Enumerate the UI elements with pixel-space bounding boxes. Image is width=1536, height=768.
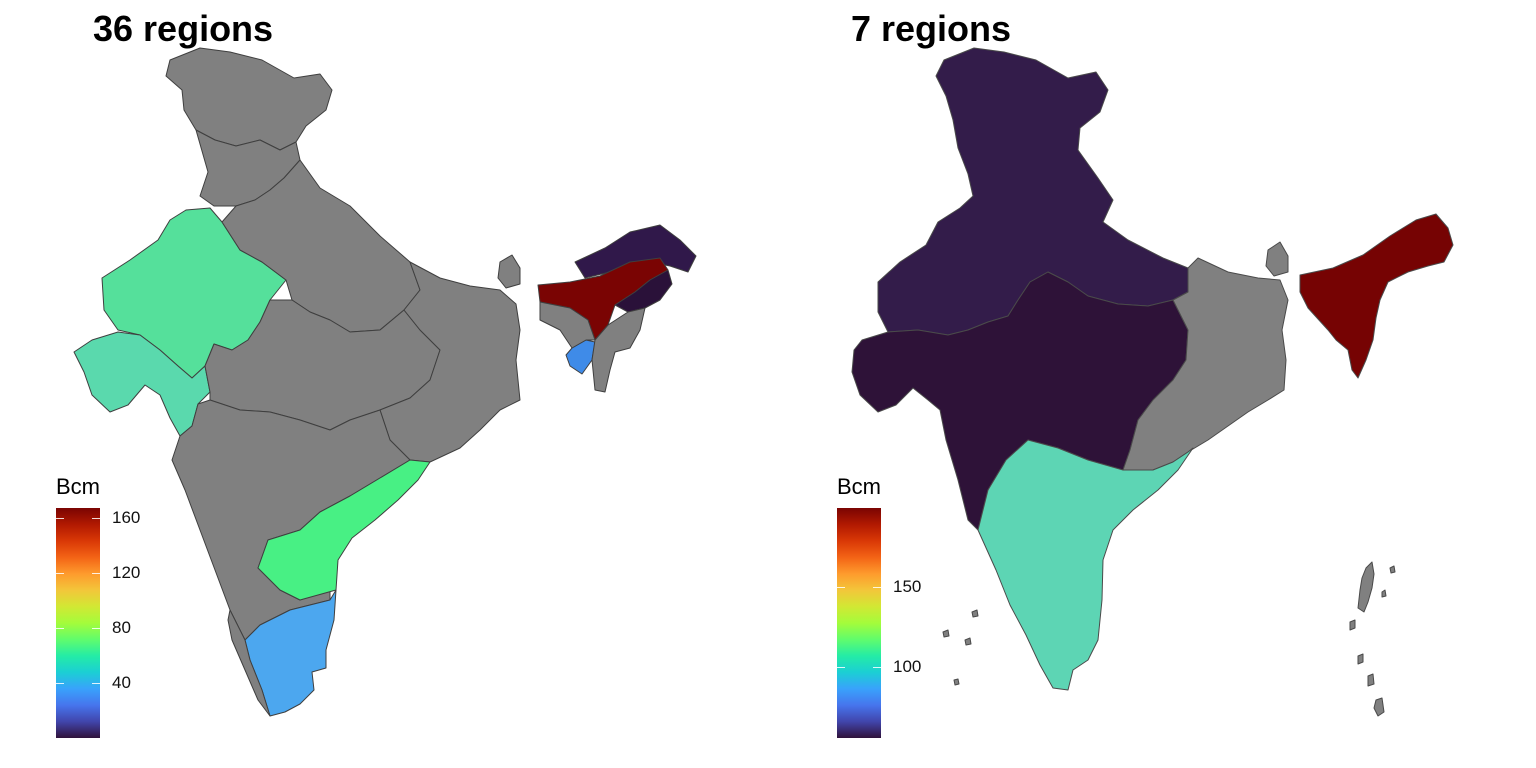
india-map-7-regions [851,47,1454,717]
region-islands[interactable] [942,561,1396,717]
legend-tick-mark [837,666,845,668]
legend-tick-label: 160 [112,507,141,527]
region-kerala[interactable] [227,609,271,717]
panel-title: 7 regions [851,8,1012,49]
region-jammu-kashmir[interactable] [165,47,333,151]
legend-tick-label: 100 [893,656,922,676]
legend-tick-mark [92,572,100,574]
region-south[interactable] [977,439,1194,691]
legend-tick-mark [56,627,64,629]
region-sikkim[interactable] [1265,241,1289,277]
legend-tick-mark [92,517,100,519]
region-northeast[interactable] [1299,213,1454,379]
india-map-36-regions [73,47,697,717]
panel-title: 36 regions [93,8,274,49]
legend-tick-mark [56,682,64,684]
legend-title: Bcm [56,474,100,499]
legend-tick-mark [56,572,64,574]
legend-tick-label: 80 [112,617,131,637]
legend-tick-mark [92,627,100,629]
region-andhra-pradesh[interactable] [257,459,431,601]
legend-title: Bcm [837,474,881,499]
legend-tick-mark [92,682,100,684]
map-panel-36-regions: 36 regions Bcm [56,8,697,738]
legend-tick-label: 40 [112,672,131,692]
region-manipur-mizoram-meghalaya[interactable] [539,301,646,393]
legend-tick-mark [873,666,881,668]
legend-colorbar [56,508,100,738]
region-nagaland[interactable] [614,269,673,313]
map-panel-7-regions: 7 regions Bcm 150 100 [768,0,1536,768]
region-bihar-jharkhand-wb[interactable] [379,261,521,463]
region-sikkim[interactable] [497,254,521,289]
region-east[interactable] [1122,257,1289,471]
legend-tick-label: 120 [112,562,141,582]
legend-tick-mark [56,517,64,519]
legend-tick-mark [837,587,845,589]
legend-tick-mark [873,587,881,589]
legend-colorbar [837,508,881,738]
legend-tick-label: 150 [893,577,922,597]
